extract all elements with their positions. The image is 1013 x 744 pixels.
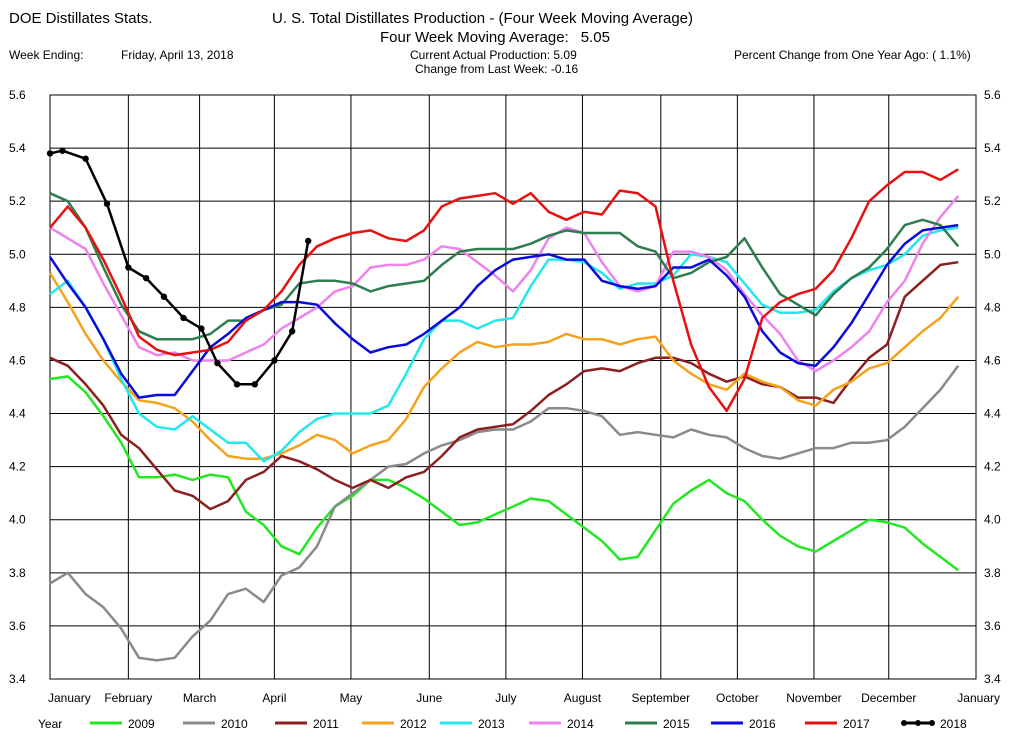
y-tick-label-left: 5.4 [9,141,26,155]
y-tick-label-right: 3.8 [984,566,1001,580]
data-point-2018 [82,155,89,162]
y-tick-label-left: 3.4 [9,672,26,686]
legend-label-2016: 2016 [749,717,776,731]
legend-marker-2018 [929,720,935,726]
y-tick-label-left: 5.2 [9,194,26,208]
data-point-2018 [125,264,132,271]
percent-change-year: Percent Change from One Year Ago: ( 1.1%… [734,48,971,62]
y-tick-label-right: 4.8 [984,300,1001,314]
legend-label-2012: 2012 [400,717,427,731]
x-tick-label: August [564,691,602,705]
x-tick-label: January [48,691,91,705]
data-point-2018 [251,381,258,388]
x-tick-label: October [716,691,759,705]
data-point-2018 [198,325,205,332]
legend-label-2018: 2018 [940,717,967,731]
y-tick-label-right: 4.6 [984,353,1001,367]
y-tick-label-left: 3.6 [9,619,26,633]
data-point-2018 [214,359,221,367]
x-tick-label: November [786,691,841,705]
chart-title: U. S. Total Distillates Production - (Fo… [272,10,694,27]
y-tick-label-left: 5.0 [9,247,26,261]
subtitle-label: Four Week Moving Average: [380,29,569,46]
plot-frame [49,94,977,680]
y-tick-label-right: 5.2 [984,194,1001,208]
legend-label-2015: 2015 [663,717,690,731]
y-tick-label-left: 5.6 [9,88,26,102]
y-tick-label-left: 3.8 [9,566,26,580]
x-tick-label: December [861,691,916,705]
data-point-2018 [233,381,241,388]
legend-marker-2018 [901,720,907,726]
legend-label-2017: 2017 [843,717,870,731]
x-tick-label: April [262,691,286,705]
change-last-week: Change from Last Week: -0.16 [415,62,579,76]
data-point-2018 [46,150,54,157]
legend-label-2010: 2010 [221,717,248,731]
series-line-2017 [49,168,959,413]
series-line-2018 [49,149,310,386]
y-tick-label-right: 4.0 [984,513,1001,527]
data-point-2018 [288,328,296,335]
subtitle-value: 5.05 [580,29,610,46]
data-point-2018 [142,274,150,282]
y-tick-label-right: 4.4 [984,407,1001,421]
app-title: DOE Distillates Stats. [9,10,153,27]
current-production: Current Actual Production: 5.09 [410,48,577,62]
data-point-2018 [271,357,278,364]
legend-title: Year [38,717,62,731]
y-tick-label-left: 4.4 [9,407,26,421]
x-tick-label: July [495,691,516,705]
y-tick-label-right: 5.4 [984,141,1001,155]
y-tick-label-right: 3.6 [984,619,1001,633]
week-ending-value: Friday, April 13, 2018 [121,48,234,62]
series-line-2010 [49,365,960,662]
legend-label-2009: 2009 [128,717,155,731]
legend-label-2014: 2014 [567,717,594,731]
series-line-2015 [49,192,960,341]
x-tick-label: January [957,691,1000,705]
y-tick-label-right: 4.2 [984,460,1001,474]
data-point-2018 [305,237,312,245]
legend-label-2011: 2011 [313,717,339,731]
x-tick-label: June [416,691,442,705]
data-point-2018 [180,314,187,322]
data-point-2018 [160,293,168,300]
series-line-2011 [49,260,959,511]
y-tick-label-right: 5.6 [984,88,1001,102]
series-line-2016 [48,223,959,399]
week-ending-label: Week Ending: [9,48,84,62]
y-tick-label-left: 4.0 [9,513,26,527]
y-tick-label-right: 3.4 [984,672,1001,686]
y-tick-label-left: 4.2 [9,460,26,474]
data-point-2018 [103,200,111,208]
y-tick-label-left: 4.6 [9,353,26,367]
x-tick-label: September [631,691,690,705]
x-tick-label: March [183,691,216,705]
series-line-2012 [48,272,960,460]
legend-label-2013: 2013 [478,717,505,731]
legend-marker-2018 [915,720,921,726]
series-line-2009 [49,375,959,572]
subtitle: Four Week Moving Average: 5.05 [380,30,610,45]
data-point-2018 [59,147,66,154]
y-tick-label-left: 4.8 [9,300,26,314]
x-tick-label: February [104,691,152,705]
y-tick-label-right: 5.0 [984,247,1001,261]
x-tick-label: May [340,691,363,705]
